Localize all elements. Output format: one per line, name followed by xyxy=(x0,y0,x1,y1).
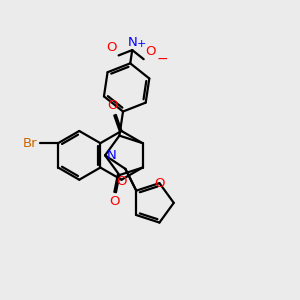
Text: −: − xyxy=(156,52,168,66)
Text: Br: Br xyxy=(23,137,38,150)
Text: O: O xyxy=(107,100,118,112)
Text: N: N xyxy=(128,36,137,49)
Text: O: O xyxy=(116,175,127,188)
Text: O: O xyxy=(109,195,120,208)
Text: N: N xyxy=(106,149,116,162)
Text: O: O xyxy=(145,45,156,58)
Text: O: O xyxy=(154,177,165,190)
Text: +: + xyxy=(137,38,146,49)
Text: O: O xyxy=(106,41,117,54)
